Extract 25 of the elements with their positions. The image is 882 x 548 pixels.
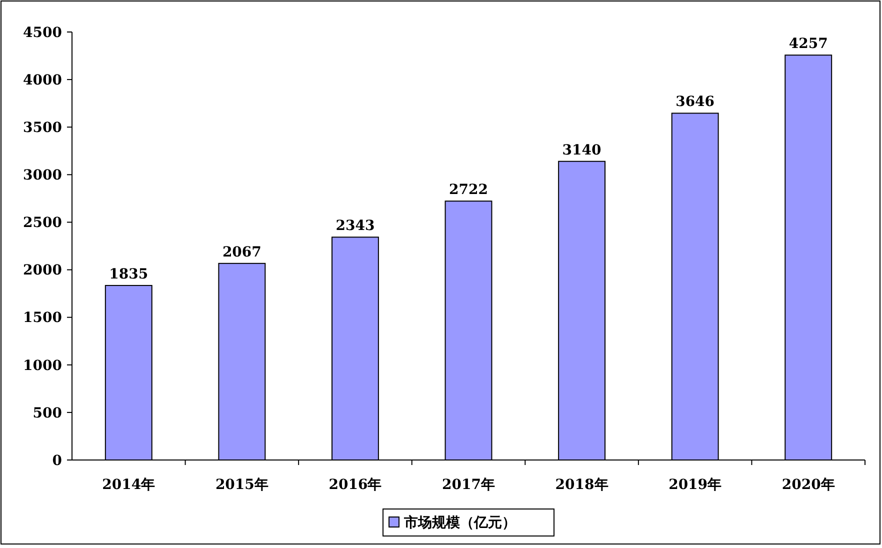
y-tick-label: 500 — [32, 405, 62, 422]
data-label: 2722 — [449, 182, 488, 198]
legend-label: 市场规模（亿元） — [403, 514, 516, 531]
y-tick-label: 3000 — [23, 168, 62, 184]
data-label: 4257 — [788, 36, 828, 52]
y-tick-label: 2500 — [23, 215, 62, 232]
x-tick-label: 2016年 — [328, 477, 382, 493]
x-tick-label: 2015年 — [215, 477, 268, 493]
data-label: 3646 — [676, 94, 715, 110]
y-tick-label: 3500 — [23, 120, 62, 136]
y-tick-label: 1000 — [23, 358, 62, 374]
data-label: 1835 — [109, 266, 148, 282]
x-tick-label: 2020年 — [782, 477, 835, 493]
x-tick-label: 2014年 — [102, 477, 156, 493]
y-tick-label: 4000 — [23, 72, 62, 88]
y-tick-label: 0 — [52, 452, 62, 469]
y-tick-label: 4500 — [23, 24, 62, 41]
data-label: 2067 — [222, 244, 262, 260]
x-tick-label: 2019年 — [668, 477, 722, 493]
x-tick-label: 2018年 — [555, 477, 608, 493]
x-tick-label: 2017年 — [442, 477, 495, 493]
y-tick-label: 2000 — [23, 262, 62, 279]
data-label: 2343 — [336, 218, 375, 234]
y-tick-label: 1500 — [23, 310, 62, 326]
data-label: 3140 — [562, 142, 602, 158]
